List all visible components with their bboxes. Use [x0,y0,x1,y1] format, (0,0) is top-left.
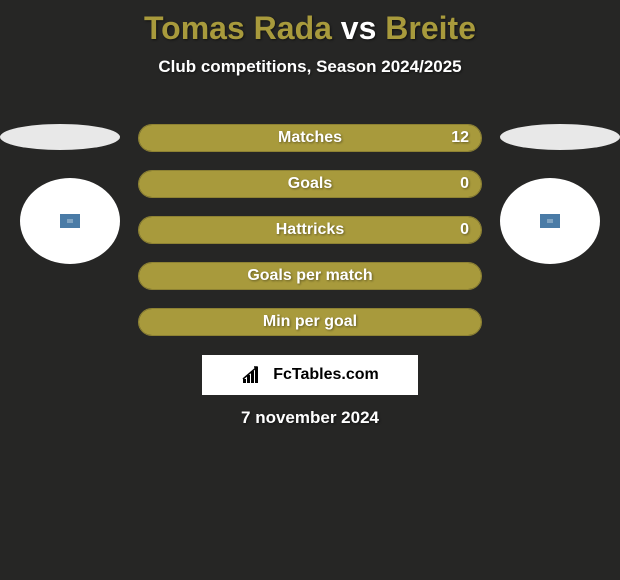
title-player1: Tomas Rada [144,10,332,46]
attribution-text: FcTables.com [273,366,379,384]
attribution-logo-icon [241,365,269,385]
date-label: 7 november 2024 [0,408,620,428]
team-left-badge-icon [60,214,80,228]
stat-bar-value-right: 0 [460,175,469,193]
stat-bar-value-right: 12 [451,129,469,147]
team-right-badge-icon [540,214,560,228]
stat-bar-label: Matches [278,129,342,147]
stat-bar: Goals 0 [138,170,482,198]
title-player2: Breite [385,10,476,46]
stat-bar: Matches 12 [138,124,482,152]
stat-bar-label: Min per goal [263,313,357,331]
title-vs: vs [341,10,377,46]
page-title: Tomas Rada vs Breite [0,0,620,47]
stat-bar-label: Goals [288,175,332,193]
stat-bar: Hattricks 0 [138,216,482,244]
team-left-circle [20,178,120,264]
stat-bar-label: Goals per match [247,267,372,285]
stat-bar: Min per goal [138,308,482,336]
attribution-box: FcTables.com [202,355,418,395]
stat-bar: Goals per match [138,262,482,290]
subtitle: Club competitions, Season 2024/2025 [0,57,620,77]
team-right-circle [500,178,600,264]
stat-bar-label: Hattricks [276,221,344,239]
stat-bars: Matches 12 Goals 0 Hattricks 0 Goals per match… [138,124,482,354]
player-right-marker [500,124,620,150]
player-left-marker [0,124,120,150]
stat-bar-value-right: 0 [460,221,469,239]
